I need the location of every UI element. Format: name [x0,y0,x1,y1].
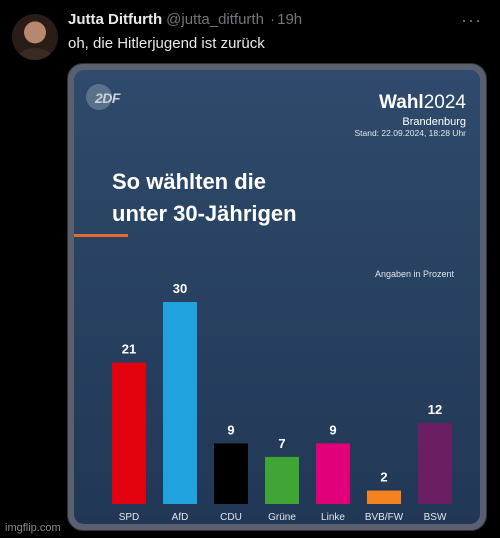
chart-title-line2: unter 30-Jährigen [112,201,297,226]
stand-label: Stand: 22.09.2024, 18:28 Uhr [354,128,466,138]
separator: · [270,11,276,28]
category-label-gr-ne: Grüne [268,512,296,523]
value-label-linke: 9 [329,422,336,437]
wahl-word: Wahl [379,92,424,113]
region-label: Brandenburg [402,116,466,128]
author-handle[interactable]: @jutta_ditfurth [166,11,264,28]
tweet-text: oh, die Hitlerjugend ist zurück [68,35,265,52]
value-label-bvb-fw: 2 [380,470,387,485]
category-label-afd: AfD [172,512,189,523]
category-label-bsw: BSW [424,512,447,523]
bar-afd [163,302,197,504]
value-label-afd: 30 [173,281,187,296]
category-label-linke: Linke [321,512,345,523]
tweet-image[interactable]: 2DF Wahl2024 Brandenburg Stand: 22.09.20… [67,63,487,531]
bar-cdu [214,443,248,504]
chart-title: So wählten die unter 30-Jährigen [112,166,297,230]
value-label-gr-ne: 7 [278,436,285,451]
wahl-heading: Wahl2024 [379,92,466,114]
value-label-spd: 21 [122,342,136,357]
value-label-bsw: 12 [428,402,442,417]
avatar[interactable] [12,14,58,60]
unit-note: Angaben in Prozent [374,269,454,279]
bar-linke [316,443,350,504]
election-graphic: 2DF Wahl2024 Brandenburg Stand: 22.09.20… [74,70,480,524]
zdf-logo-text: 2DF [95,90,120,106]
category-label-spd: SPD [119,512,140,523]
bar-bsw [418,423,452,504]
author-name[interactable]: Jutta Ditfurth [68,11,163,28]
accent-line [74,234,128,237]
category-label-bvb-fw: BVB/FW [365,512,404,523]
chart-title-line1: So wählten die [112,169,267,194]
bar-bvb-fw [367,490,401,504]
wahl-year: 2024 [423,92,466,113]
tweet-header: Jutta Ditfurth @jutta_ditfurth · 19h [68,11,302,28]
watermark: imgflip.com [5,522,61,534]
timestamp[interactable]: 19h [277,11,303,28]
bar-gr-ne [265,456,299,504]
bar-chart: 21 SPD 30 AfD 9 CDU 7 Grüne 9 Linke 2 BVB/FW 12 BSW [112,281,452,523]
zdf-logo: 2DF [86,84,122,110]
bar-spd [112,362,146,504]
category-label-cdu: CDU [220,512,242,523]
value-label-cdu: 9 [227,422,234,437]
more-options-icon[interactable]: ··· [461,10,482,30]
